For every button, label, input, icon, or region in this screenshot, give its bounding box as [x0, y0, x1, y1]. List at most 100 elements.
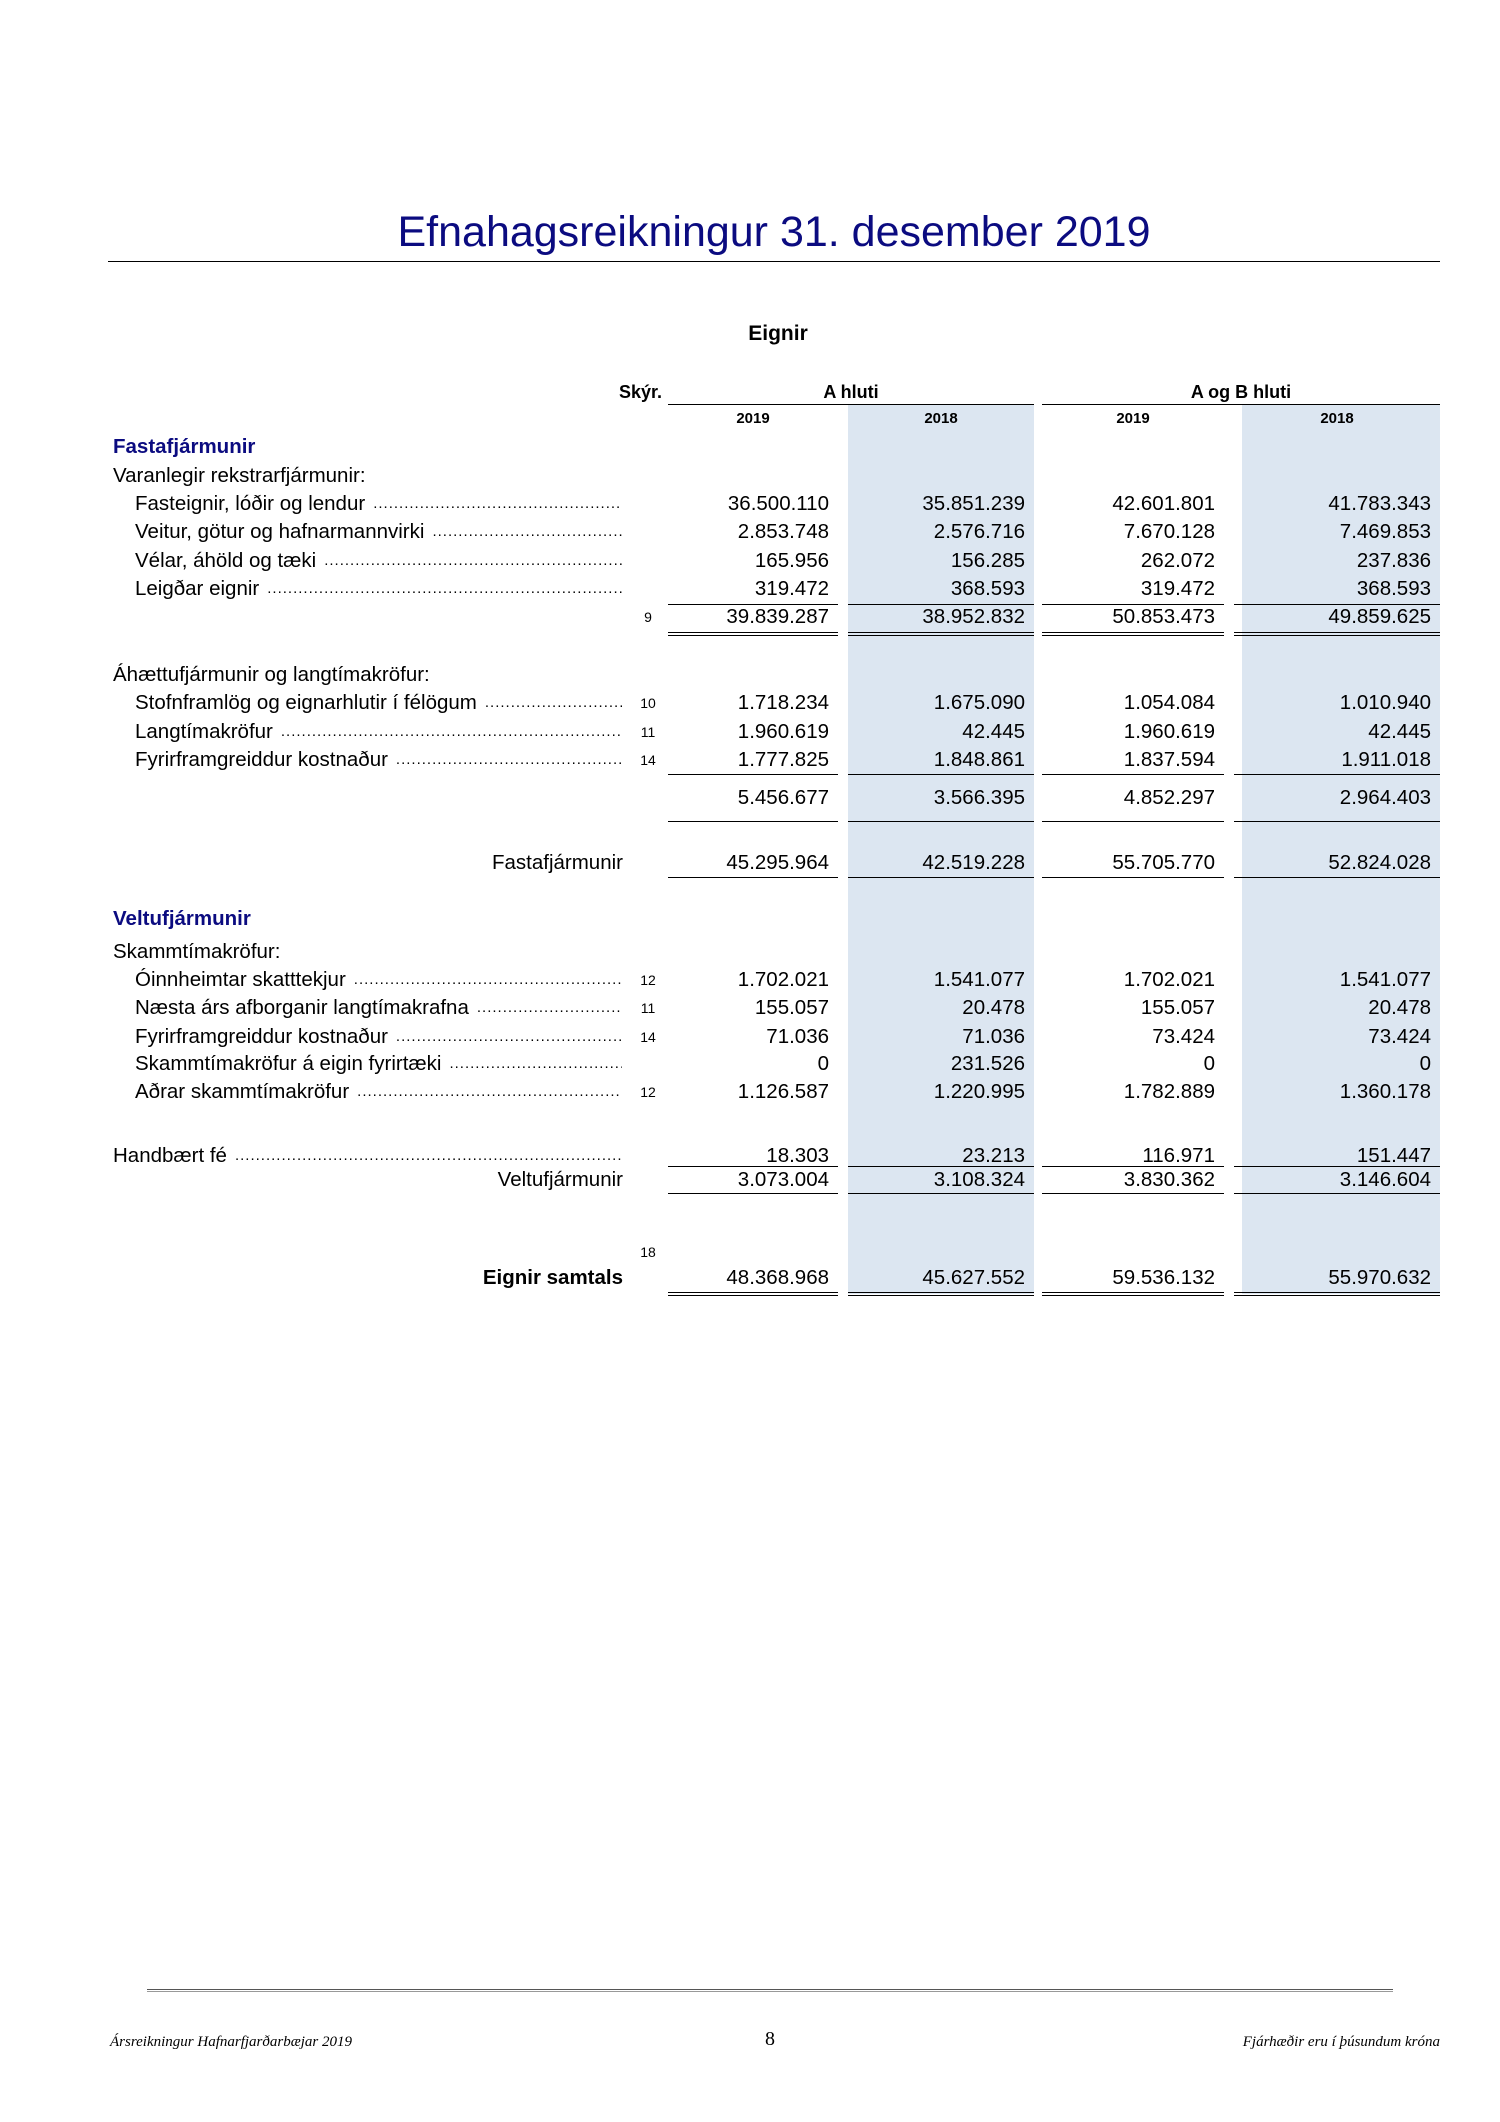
value-cell: 1.702.021	[737, 968, 829, 991]
value-cell: 50.853.473	[1112, 605, 1215, 628]
rule-line	[1234, 604, 1440, 605]
row-label: Leigðar eignir	[135, 576, 622, 602]
table-row-item: Veitur, götur og hafnarmannvirki 2.853.74…	[0, 519, 1500, 545]
row-label-text: Fasteignir, lóðir og lendur	[135, 492, 366, 515]
row-label-text: Skammtímakröfur:	[113, 940, 281, 963]
value-cell: 1.541.077	[933, 968, 1025, 991]
dot-leader	[477, 995, 622, 1021]
rule-line	[848, 1166, 1034, 1167]
row-label: Langtímakröfur	[135, 719, 622, 745]
row-label: Aðrar skammtímakröfur	[135, 1079, 622, 1105]
value-cell: 165.956	[754, 549, 829, 572]
value-cell: 73.424	[1368, 1025, 1431, 1048]
rule-line	[848, 1193, 1034, 1194]
row-label-text: Skammtímakröfur á eigin fyrirtæki	[135, 1052, 442, 1075]
value-cell: 45.627.552	[922, 1266, 1025, 1289]
rule-line	[848, 1292, 1034, 1296]
value-cell: 7.469.853	[1339, 520, 1431, 543]
note-reference: 12	[640, 1084, 656, 1100]
value-cell: 368.593	[950, 577, 1025, 600]
value-cell: 151.447	[1356, 1144, 1431, 1167]
table-row-item: Fyrirframgreiddur kostnaður 14 71.036 71.03…	[0, 1024, 1500, 1050]
value-cell: 0	[817, 1052, 829, 1075]
year-header: 2019	[736, 410, 770, 427]
table-row-item: Næsta árs afborganir langtímakrafna 11 155…	[0, 995, 1500, 1021]
row-label: Áhættufjármunir og langtímakröfur:	[113, 662, 623, 688]
value-cell: 20.478	[1368, 996, 1431, 1019]
dot-leader	[354, 967, 622, 993]
value-cell: 1.675.090	[933, 691, 1025, 714]
row-label: Veitur, götur og hafnarmannvirki	[135, 519, 622, 545]
year-header: 2018	[1320, 410, 1354, 427]
note-reference: 9	[644, 609, 652, 625]
row-label: Fasteignir, lóðir og lendur	[135, 491, 622, 517]
footer-currency-note: Fjárhæðir eru í þúsundum króna	[1242, 2034, 1440, 2050]
value-cell: 155.057	[754, 996, 829, 1019]
row-label-text: Fyrirframgreiddur kostnaður	[135, 1025, 388, 1048]
note-reference: 11	[640, 724, 656, 740]
row-label: Fastafjármunir	[113, 850, 623, 876]
value-cell: 319.472	[1140, 577, 1215, 600]
value-cell: 3.830.362	[1123, 1168, 1215, 1191]
value-cell: 1.911.018	[1341, 748, 1431, 771]
value-cell: 55.705.770	[1112, 851, 1215, 874]
dot-leader	[396, 1024, 622, 1050]
rule-line	[1042, 774, 1224, 775]
row-label-text: Fastafjármunir	[491, 851, 623, 874]
row-label-text: Veltufjármunir	[113, 907, 251, 930]
value-cell: 35.851.239	[922, 492, 1025, 515]
rule-line	[1042, 1166, 1224, 1167]
rule-line	[1234, 877, 1440, 878]
table-row-subtotal: 5.456.677 3.566.395 4.852.297 2.964.403	[0, 785, 1500, 811]
row-label-text: Fyrirframgreiddur kostnaður	[135, 748, 388, 771]
table-row-item: Langtímakröfur 11 1.960.619 42.445 1.960.619…	[0, 719, 1500, 745]
value-cell: 1.960.619	[737, 720, 829, 743]
dot-leader	[449, 1051, 622, 1077]
row-label-text: Veltufjármunir	[497, 1168, 623, 1191]
dot-leader	[396, 747, 622, 773]
table-row-item: Óinnheimtar skatttekjur 12 1.702.021 1.541.…	[0, 967, 1500, 993]
dot-leader	[324, 548, 622, 574]
value-cell: 18.303	[766, 1144, 829, 1167]
row-label: Fastafjármunir	[113, 434, 623, 460]
table-row-item: Skammtímakröfur á eigin fyrirtæki 0 231.52…	[0, 1051, 1500, 1077]
table-row-item: Leigðar eignir 319.472 368.593 319.472 368.5…	[0, 576, 1500, 602]
rule-line	[668, 821, 838, 822]
value-cell: 42.445	[962, 720, 1025, 743]
shaded-column-a-2018	[848, 404, 1034, 1294]
table-row-item: Fasteignir, lóðir og lendur 36.500.110 35.…	[0, 491, 1500, 517]
table-row-item: Aðrar skammtímakröfur 12 1.126.587 1.220.99…	[0, 1079, 1500, 1105]
value-cell: 1.360.178	[1339, 1080, 1431, 1103]
value-cell: 3.108.324	[933, 1168, 1025, 1191]
row-label: Veltufjármunir	[113, 906, 623, 932]
row-label: Varanlegir rekstrarfjármunir:	[113, 463, 623, 489]
table-row-group: Varanlegir rekstrarfjármunir:	[0, 463, 1500, 489]
row-label-text: Langtímakröfur	[135, 720, 273, 743]
row-label: Vélar, áhöld og tæki	[135, 548, 622, 574]
table-row-item: Vélar, áhöld og tæki 165.956 156.285 262.07…	[0, 548, 1500, 574]
rule-line	[1042, 1292, 1224, 1296]
value-cell: 2.853.748	[737, 520, 829, 543]
rule-line	[1042, 877, 1224, 878]
row-label: Næsta árs afborganir langtímakrafna	[135, 995, 622, 1021]
dot-leader	[281, 719, 622, 745]
value-cell: 1.837.594	[1123, 748, 1215, 771]
value-cell: 1.702.021	[1123, 968, 1215, 991]
page-title: Efnahagsreikningur 31. desember 2019	[397, 208, 1151, 256]
table-row-heading: Fastafjármunir	[0, 434, 1500, 460]
rule-line	[1042, 604, 1224, 605]
row-label-text: Stofnframlög og eignarhlutir í félögum	[135, 691, 477, 714]
rule-line	[1042, 632, 1224, 636]
value-cell: 231.526	[950, 1052, 1025, 1075]
value-cell: 5.456.677	[737, 786, 829, 809]
rule-line	[848, 774, 1034, 775]
rule-line	[668, 632, 838, 636]
rule-line	[848, 604, 1034, 605]
table-row-heading: Veltufjármunir	[0, 906, 1500, 932]
row-label-text: Aðrar skammtímakröfur	[135, 1080, 350, 1103]
value-cell: 39.839.287	[726, 605, 829, 628]
rule-line	[1234, 1292, 1440, 1296]
value-cell: 2.964.403	[1339, 786, 1431, 809]
rule-line	[1042, 821, 1224, 822]
year-header: 2019	[1116, 410, 1150, 427]
